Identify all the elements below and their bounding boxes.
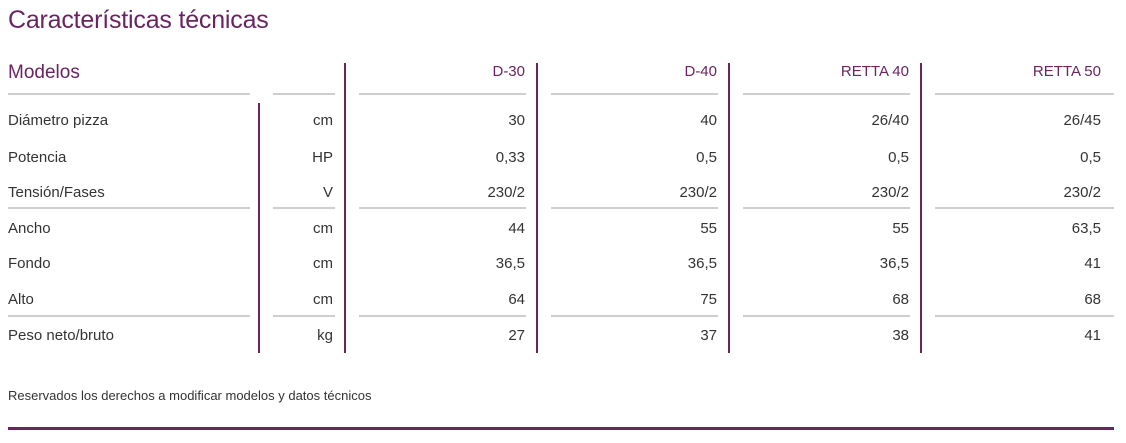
group-rule bbox=[8, 207, 250, 209]
header-rule bbox=[551, 93, 718, 95]
row-label-peso: Peso neto/bruto bbox=[8, 327, 114, 344]
group-rule bbox=[551, 315, 718, 317]
cell-value: 55 bbox=[700, 220, 717, 237]
cell-value: 75 bbox=[700, 291, 717, 308]
column-divider bbox=[258, 103, 260, 353]
cell-value: 44 bbox=[508, 220, 525, 237]
model-header-d40: D-40 bbox=[684, 63, 717, 80]
cell-value: 40 bbox=[700, 112, 717, 129]
row-unit: kg bbox=[317, 327, 333, 344]
page-title: Características técnicas bbox=[8, 6, 269, 34]
row-label-tension: Tensión/Fases bbox=[8, 184, 105, 201]
cell-value: 27 bbox=[508, 327, 525, 344]
row-unit: HP bbox=[312, 149, 333, 166]
header-rule bbox=[273, 93, 335, 95]
row-unit: cm bbox=[313, 255, 333, 272]
cell-value: 230/2 bbox=[871, 184, 909, 201]
cell-value: 68 bbox=[892, 291, 909, 308]
row-label-ancho: Ancho bbox=[8, 220, 51, 237]
cell-value: 230/2 bbox=[679, 184, 717, 201]
model-header-d30: D-30 bbox=[492, 63, 525, 80]
cell-value: 36,5 bbox=[879, 255, 909, 272]
row-label-alto: Alto bbox=[8, 291, 34, 308]
group-rule bbox=[743, 315, 910, 317]
group-rule bbox=[359, 207, 526, 209]
cell-value: 63,5 bbox=[1071, 220, 1101, 237]
group-rule bbox=[935, 315, 1114, 317]
cell-value: 36,5 bbox=[495, 255, 525, 272]
group-rule bbox=[551, 207, 718, 209]
cell-value: 41 bbox=[1084, 255, 1101, 272]
column-divider bbox=[536, 63, 538, 353]
column-divider bbox=[728, 63, 730, 353]
row-unit: cm bbox=[313, 220, 333, 237]
group-rule bbox=[935, 207, 1114, 209]
cell-value: 26/40 bbox=[871, 112, 909, 129]
group-rule bbox=[273, 315, 335, 317]
header-rule bbox=[8, 93, 250, 95]
group-rule bbox=[273, 207, 335, 209]
model-header-retta50: RETTA 50 bbox=[1032, 63, 1101, 80]
header-rule bbox=[935, 93, 1114, 95]
group-rule bbox=[743, 207, 910, 209]
group-rule bbox=[359, 315, 526, 317]
models-header-label: Modelos bbox=[8, 62, 80, 83]
column-divider bbox=[344, 63, 346, 353]
row-label-diametro: Diámetro pizza bbox=[8, 112, 109, 129]
footer-note: Reservados los derechos a modificar mode… bbox=[8, 388, 372, 403]
cell-value: 26/45 bbox=[1063, 112, 1101, 129]
cell-value: 64 bbox=[508, 291, 525, 308]
cell-value: 37 bbox=[700, 327, 717, 344]
cell-value: 0,5 bbox=[888, 149, 909, 166]
row-unit: cm bbox=[313, 291, 333, 308]
cell-value: 36,5 bbox=[687, 255, 717, 272]
cell-value: 230/2 bbox=[1063, 184, 1101, 201]
row-label-potencia: Potencia bbox=[8, 149, 67, 166]
cell-value: 38 bbox=[892, 327, 909, 344]
cell-value: 0,5 bbox=[1080, 149, 1101, 166]
cell-value: 0,5 bbox=[696, 149, 717, 166]
cell-value: 30 bbox=[508, 112, 525, 129]
cell-value: 41 bbox=[1084, 327, 1101, 344]
cell-value: 230/2 bbox=[487, 184, 525, 201]
column-divider bbox=[920, 63, 922, 353]
row-unit: V bbox=[322, 184, 333, 201]
row-label-fondo: Fondo bbox=[8, 255, 51, 272]
cell-value: 55 bbox=[892, 220, 909, 237]
group-rule bbox=[8, 315, 250, 317]
header-rule bbox=[359, 93, 526, 95]
cell-value: 0,33 bbox=[495, 149, 525, 166]
model-header-retta40: RETTA 40 bbox=[840, 63, 909, 80]
cell-value: 68 bbox=[1084, 291, 1101, 308]
header-rule bbox=[743, 93, 910, 95]
footer-rule bbox=[8, 427, 1114, 430]
row-unit: cm bbox=[313, 112, 333, 129]
